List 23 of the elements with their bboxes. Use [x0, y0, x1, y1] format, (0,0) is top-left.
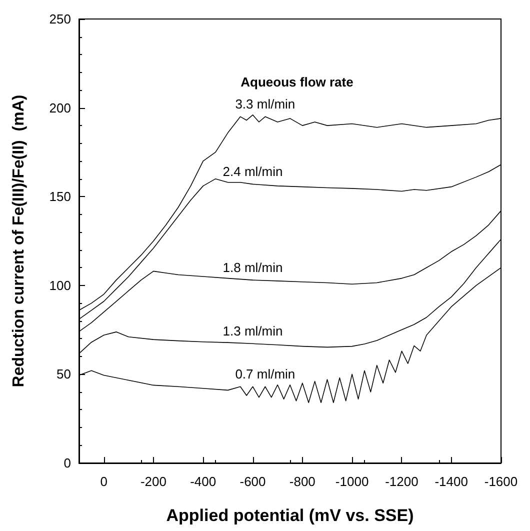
x-tick-label: -800 — [289, 474, 316, 489]
x-tick-label: -400 — [190, 474, 216, 489]
series-label: 1.8 ml/min — [222, 260, 283, 276]
series-label: 1.3 ml/min — [222, 324, 283, 339]
annotation: Aqueous flow rate — [240, 74, 354, 90]
x-tick-label: -1600 — [484, 474, 518, 489]
x-tick-label: -600 — [240, 474, 266, 489]
x-axis-title: Applied potential (mV vs. SSE) — [166, 506, 414, 525]
x-tick-label: -1400 — [434, 474, 468, 489]
x-tick-label: -1000 — [335, 474, 369, 489]
y-tick-label: 150 — [49, 189, 71, 204]
series-label: 0.7 ml/min — [235, 366, 296, 382]
y-tick-label: 100 — [49, 278, 71, 293]
y-tick-label: 250 — [49, 12, 71, 26]
y-tick-label: 50 — [56, 366, 71, 382]
y-tick-label: 200 — [49, 100, 71, 116]
series-label: 3.3 ml/min — [235, 96, 296, 112]
x-tick-label: -200 — [140, 474, 166, 489]
x-tick-label: 0 — [100, 474, 108, 489]
series-label: 2.4 ml/min — [222, 164, 283, 180]
y-axis-title: Reduction current of Fe(III)/Fe(II) (mA) — [10, 94, 28, 388]
y-tick-label: 0 — [64, 456, 71, 470]
x-tick-label: -1200 — [385, 474, 418, 489]
